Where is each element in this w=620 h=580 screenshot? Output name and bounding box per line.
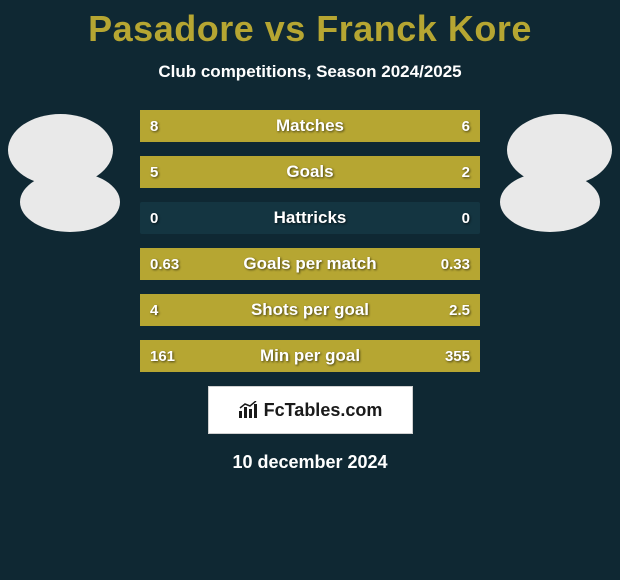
subtitle: Club competitions, Season 2024/2025 bbox=[0, 62, 620, 82]
stat-row: 161355Min per goal bbox=[140, 340, 480, 372]
stat-bar-left bbox=[140, 110, 334, 142]
logo: FcTables.com bbox=[238, 400, 383, 421]
date-text: 10 december 2024 bbox=[0, 452, 620, 473]
stat-row: 52Goals bbox=[140, 156, 480, 188]
stat-bar-right bbox=[364, 248, 480, 280]
player-right-avatar-shadow bbox=[500, 172, 600, 232]
stat-bar-left bbox=[140, 340, 245, 372]
chart-icon bbox=[238, 401, 260, 419]
stat-row: 42.5Shots per goal bbox=[140, 294, 480, 326]
stat-label: Hattricks bbox=[140, 202, 480, 234]
stat-bar-left bbox=[140, 294, 351, 326]
stat-bar-right bbox=[334, 110, 480, 142]
player-left-avatar-shadow bbox=[20, 172, 120, 232]
logo-text: FcTables.com bbox=[264, 400, 383, 421]
stat-row: 86Matches bbox=[140, 110, 480, 142]
stat-bar-left bbox=[140, 156, 381, 188]
stat-row: 0.630.33Goals per match bbox=[140, 248, 480, 280]
stat-bar-right bbox=[245, 340, 480, 372]
logo-box[interactable]: FcTables.com bbox=[208, 386, 413, 434]
stat-bar-left bbox=[140, 248, 364, 280]
stat-bar-right bbox=[351, 294, 480, 326]
stat-value-right: 0 bbox=[462, 202, 470, 234]
stat-bar-right bbox=[381, 156, 480, 188]
comparison-content: 86Matches 52Goals 0 0Hattricks 0.630.33Goals… bbox=[0, 110, 620, 372]
stat-row: 0 0Hattricks bbox=[140, 202, 480, 234]
stat-bars: 86Matches 52Goals 0 0Hattricks 0.630.33Goals… bbox=[140, 110, 480, 372]
page-title: Pasadore vs Franck Kore bbox=[0, 0, 620, 50]
stat-value-left: 0 bbox=[150, 202, 158, 234]
